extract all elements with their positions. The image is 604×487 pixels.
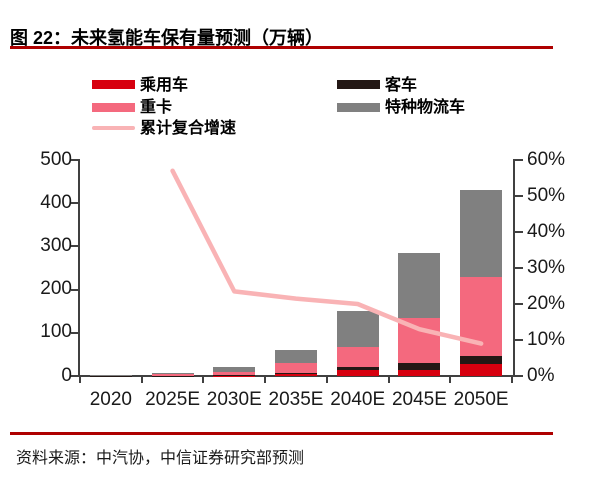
cagr-line: [170, 168, 484, 346]
left-axis-tick-label: 500: [40, 148, 72, 170]
segment-special-logistics: [460, 190, 503, 277]
legend-label-bus: 客车: [385, 77, 418, 94]
left-axis-tick: [71, 331, 78, 334]
segment-special-logistics: [275, 350, 317, 364]
chart-title: 图 22：未来氢能车保有量预测（万辆）: [10, 28, 324, 48]
legend-label-special-logistics: 特种物流车: [385, 99, 466, 116]
x-axis-label: 2045E: [391, 389, 447, 410]
right-y-axis-line: [513, 159, 515, 377]
right-axis-tick-label: 10%: [527, 328, 566, 350]
cagr-polyline: [170, 168, 484, 346]
left-axis-tick-label: 400: [40, 191, 72, 213]
x-axis-label: 2040E: [330, 389, 386, 410]
right-axis-tick-label: 30%: [527, 256, 566, 278]
segment-passenger-car: [275, 374, 317, 376]
segment-heavy-truck: [151, 373, 194, 376]
legend-line-cagr: [92, 126, 135, 130]
left-y-axis-line: [78, 159, 80, 377]
segment-special-logistics: [213, 367, 256, 372]
title-rule: [10, 46, 553, 49]
bar-2045E: [398, 160, 441, 376]
x-axis-label: 2020: [89, 389, 132, 410]
segment-bus: [460, 356, 503, 365]
right-axis-tick: [515, 195, 523, 197]
left-axis-tick-label: 300: [40, 234, 72, 256]
left-axis-tick: [71, 159, 78, 161]
right-axis-tick: [515, 231, 523, 233]
plot-area: [80, 160, 512, 376]
right-axis-tick: [515, 339, 523, 341]
segment-heavy-truck: [213, 371, 256, 375]
x-axis-label: 2050E: [453, 389, 509, 410]
legend-label-passenger-car: 乘用车: [140, 77, 189, 94]
x-axis-tick: [511, 377, 513, 383]
x-axis-tick: [449, 377, 452, 383]
segment-special-logistics: [336, 311, 379, 347]
source-note: 资料来源：中汽协，中信证券研究部预测: [16, 450, 305, 467]
left-axis-tick: [71, 245, 78, 248]
left-axis-tick-label: 200: [40, 278, 72, 300]
left-axis-tick-label: 100: [40, 321, 72, 343]
x-axis-tick: [325, 377, 328, 383]
segment-bus: [398, 363, 441, 370]
segment-passenger-car: [460, 364, 503, 376]
segment-heavy-truck: [275, 363, 317, 373]
right-axis-tick-label: 20%: [527, 292, 566, 314]
bar-2025E: [151, 160, 194, 376]
left-axis-tick-label: 0: [61, 364, 72, 386]
legend-label-cagr: 累计复合增速: [140, 120, 237, 137]
segment-heavy-truck: [336, 346, 379, 368]
legend-swatch-special-logistics: [337, 103, 380, 112]
segment-special-logistics: [398, 252, 441, 318]
segment-passenger-car: [336, 370, 379, 376]
right-axis-tick: [515, 267, 523, 269]
x-axis-tick: [202, 377, 205, 383]
legend-swatch-passenger-car: [92, 80, 135, 89]
legend-label-heavy-truck: 重卡: [140, 99, 173, 116]
segment-bus: [213, 374, 256, 376]
left-axis-tick: [71, 375, 78, 377]
bar-2030E: [213, 160, 256, 376]
x-axis-tick: [387, 377, 390, 383]
left-axis-tick: [71, 288, 78, 291]
right-axis-tick-label: 50%: [527, 184, 566, 206]
x-axis-label: 2035E: [268, 389, 324, 410]
segment-special-logistics: [151, 372, 194, 374]
right-axis-tick-label: 0%: [527, 364, 555, 386]
legend-swatch-heavy-truck: [92, 103, 135, 112]
right-axis-tick: [515, 375, 523, 377]
segment-bus: [336, 367, 379, 371]
segment-passenger-car: [398, 369, 441, 376]
x-axis-tick: [140, 377, 143, 383]
x-axis-label: 2025E: [145, 389, 201, 410]
left-axis-tick: [71, 202, 78, 205]
legend-swatch-bus: [337, 80, 380, 89]
bar-2035E: [275, 160, 317, 376]
bar-2050E: [460, 160, 503, 376]
right-axis-tick: [515, 303, 523, 305]
bar-2020: [89, 160, 132, 376]
x-axis-line: [78, 375, 515, 377]
right-axis-tick-label: 40%: [527, 220, 566, 242]
x-axis-label: 2030E: [206, 389, 262, 410]
x-axis-tick: [79, 377, 81, 383]
right-axis-tick-label: 60%: [527, 148, 566, 170]
segment-bus: [275, 372, 317, 375]
right-axis-tick: [515, 159, 523, 161]
source-rule: [10, 432, 553, 435]
x-axis-tick: [264, 377, 267, 383]
bar-2040E: [336, 160, 379, 376]
